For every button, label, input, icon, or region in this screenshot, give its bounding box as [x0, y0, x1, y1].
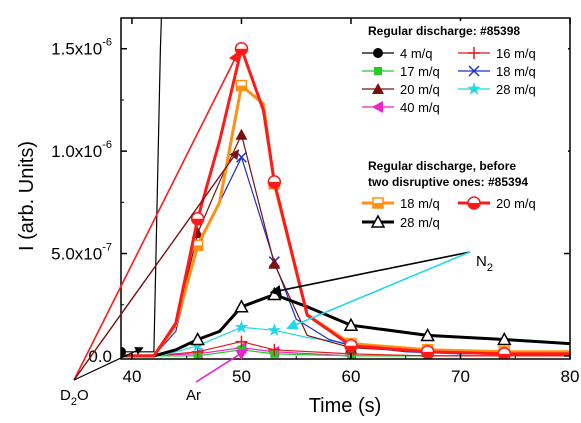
data-point	[343, 317, 359, 331]
x-tick-label: 50	[232, 367, 251, 386]
annotation-arrow-d2o-20-b	[73, 50, 240, 381]
legend-item-2-18-m-q: 18 m/q	[362, 196, 440, 211]
legend-label: 16 m/q	[496, 46, 536, 61]
legend-marker	[370, 214, 386, 228]
x-tick-label: 80	[561, 367, 580, 386]
legend-title-2a: Regular discharge, before	[368, 159, 516, 173]
data-point	[497, 331, 512, 346]
data-point	[267, 175, 282, 189]
x-tick-label: 70	[451, 367, 470, 386]
annotation-arrow-n2-28b	[269, 251, 471, 296]
legend-label: 18 m/q	[496, 64, 536, 79]
data-point	[235, 79, 248, 92]
legend-label: 20 m/q	[400, 82, 440, 97]
data-point	[344, 338, 358, 353]
legend-label: 4 m/q	[400, 46, 433, 61]
series-line	[121, 293, 570, 358]
data-point	[235, 151, 247, 163]
legend-marker	[373, 48, 383, 58]
legend-item-4-m-q: 4 m/q	[362, 46, 433, 61]
legend-marker	[467, 196, 481, 210]
y-tick-label: 1.0x10-6	[51, 139, 112, 161]
legend-marker	[467, 82, 481, 95]
legend-marker	[374, 67, 382, 75]
legend-marker	[372, 197, 384, 209]
data-point	[420, 327, 435, 342]
legend-item-28-m-q: 28 m/q	[458, 82, 536, 97]
plot-frame	[120, 17, 571, 360]
annotation-arrow-d2o-20-a	[73, 149, 240, 381]
x-tick-label: 40	[122, 367, 141, 386]
data-point	[268, 343, 281, 356]
annotation-arrow-n2-28a	[286, 251, 471, 330]
legend-item-40-m-q: 40 m/q	[362, 100, 440, 115]
legend-label: 28 m/q	[496, 82, 536, 97]
legend-title-2b: two disruptive ones: #85394	[368, 175, 528, 189]
legend-marker	[468, 47, 480, 59]
legend-label: 40 m/q	[400, 100, 440, 115]
y-tick-label: 5.0x10-7	[51, 242, 112, 264]
x-tick-label: 60	[342, 367, 361, 386]
annotation-n2: N2	[476, 253, 493, 274]
data-point	[190, 331, 205, 346]
data-point	[121, 346, 126, 357]
legend-marker	[372, 101, 383, 113]
data-point	[420, 345, 435, 359]
legend-item-18-m-q: 18 m/q	[458, 64, 536, 79]
legend-marker	[468, 65, 480, 77]
series-8-20-m-q	[121, 41, 570, 359]
legend-item-17-m-q: 17 m/q	[362, 64, 440, 79]
legend-marker	[372, 83, 384, 94]
data-point	[497, 347, 512, 359]
legend-title-1: Regular discharge: #85398	[368, 24, 520, 38]
legend-item-16-m-q: 16 m/q	[458, 46, 536, 61]
y-axis-label: I (arb. Units)	[16, 141, 38, 251]
data-point	[267, 323, 281, 336]
legend-label: 17 m/q	[400, 64, 440, 79]
data-point	[190, 211, 205, 226]
legend-label: 18 m/q	[400, 196, 440, 211]
data-point	[234, 320, 249, 333]
series-line	[121, 18, 162, 353]
legend-background	[358, 21, 568, 231]
legend-item-2-20-m-q: 20 m/q	[458, 196, 536, 211]
data-point	[235, 335, 248, 348]
annotation-arrow-d2o-18	[73, 347, 144, 381]
y-tick-label: 0.0	[88, 347, 112, 366]
series-0-4-m-q	[121, 18, 162, 357]
y-tick-label: 1.5x10-6	[51, 37, 112, 59]
x-axis-label: Time (s)	[309, 395, 382, 417]
legend-item-2-28-m-q: 28 m/q	[362, 214, 440, 230]
legend-label: 28 m/q	[400, 215, 440, 230]
data-point	[235, 128, 248, 140]
annotation-ar: Ar	[186, 387, 201, 404]
data-point	[234, 299, 249, 313]
data-point	[268, 257, 281, 269]
annotation-arrow-ar	[195, 349, 248, 383]
legend-label: 20 m/q	[496, 196, 536, 211]
annotation-d2o: D2O	[60, 387, 89, 408]
legend-item-20-m-q: 20 m/q	[362, 82, 440, 97]
